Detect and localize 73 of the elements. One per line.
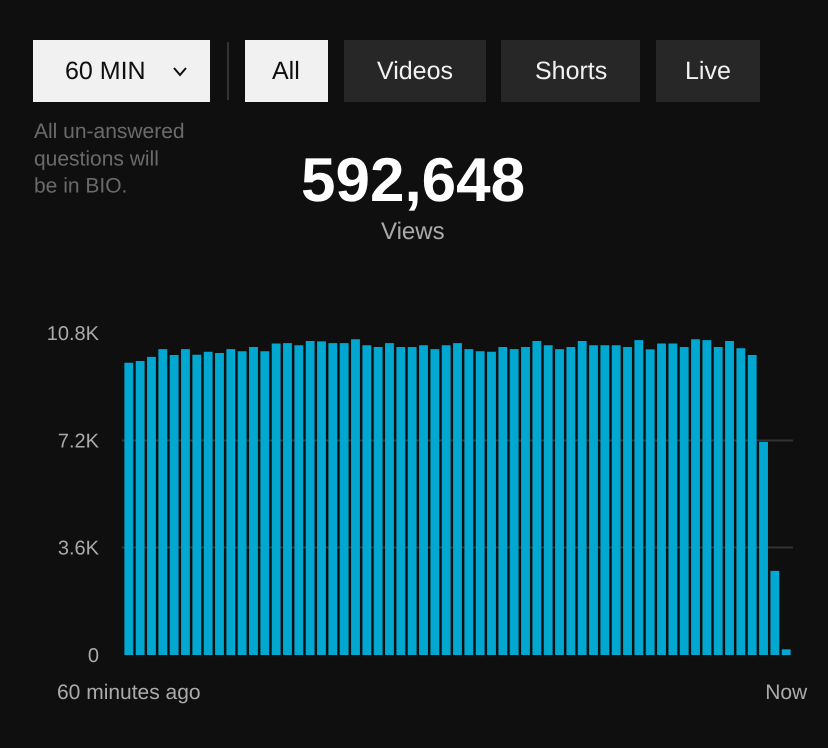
bar	[532, 341, 542, 655]
bar	[283, 343, 292, 655]
bar	[306, 341, 315, 655]
bar	[544, 345, 553, 655]
bar	[680, 347, 689, 655]
bar	[181, 349, 190, 655]
bar	[782, 649, 791, 655]
bar	[340, 343, 349, 655]
text: Videos	[377, 57, 453, 85]
bar	[600, 345, 610, 655]
bar	[770, 570, 780, 655]
bar	[294, 345, 304, 655]
bar	[374, 347, 383, 655]
bar	[612, 345, 621, 655]
bar	[147, 356, 156, 655]
text: All	[272, 57, 300, 85]
bar	[260, 351, 270, 655]
bar	[714, 347, 723, 655]
bar	[578, 341, 587, 655]
y-tick-label: 7.2K	[58, 430, 100, 452]
bar	[736, 348, 746, 655]
bar	[204, 352, 213, 655]
bar	[646, 349, 655, 655]
text: Shorts	[535, 57, 608, 85]
text: 60 MIN	[65, 57, 146, 85]
bar	[226, 349, 236, 655]
bar	[362, 345, 372, 655]
bar	[351, 339, 360, 655]
chart-subtitle: Views	[381, 218, 445, 245]
bar	[170, 355, 179, 655]
bar	[328, 343, 338, 655]
bar	[419, 345, 428, 655]
bar	[634, 340, 644, 655]
bar	[238, 351, 247, 655]
text: All un-answered questions will be in BIO.	[34, 120, 185, 198]
bar	[385, 343, 394, 655]
bar	[510, 349, 519, 655]
chart-title: 592,648	[301, 146, 526, 215]
y-tick-label: 0	[88, 645, 99, 667]
bar	[215, 352, 224, 655]
y-tick-label: 3.6K	[58, 538, 100, 560]
bar	[442, 345, 451, 655]
bar	[430, 349, 440, 655]
bar	[498, 347, 508, 655]
bar	[566, 347, 576, 655]
bar	[396, 347, 406, 655]
bar	[657, 343, 666, 655]
bar	[453, 343, 462, 655]
bar	[668, 343, 678, 655]
bar	[759, 442, 768, 655]
bar	[249, 347, 258, 655]
bar	[124, 362, 134, 655]
bar	[748, 355, 757, 655]
bar	[555, 349, 564, 655]
bar	[521, 347, 530, 655]
bar	[725, 341, 734, 655]
x-tick-label: 60 minutes ago	[56, 681, 201, 704]
text: Live	[685, 57, 731, 85]
bar	[691, 339, 700, 655]
bar	[317, 341, 326, 655]
bar	[476, 351, 485, 655]
bar	[464, 349, 474, 655]
x-tick-label: Now	[765, 681, 808, 704]
bar	[192, 354, 202, 655]
bar	[487, 352, 496, 655]
bar	[272, 343, 281, 655]
bar	[158, 349, 168, 655]
bar	[136, 361, 145, 655]
bar	[408, 347, 417, 655]
bar	[589, 345, 598, 655]
bar	[702, 340, 712, 655]
bar	[623, 347, 632, 655]
y-tick-label: 10.8K	[46, 323, 100, 345]
